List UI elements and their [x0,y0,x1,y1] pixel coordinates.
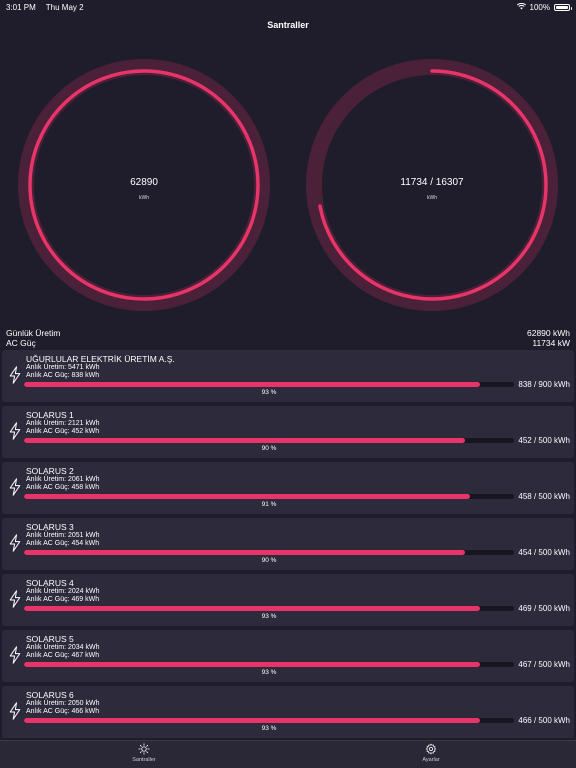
lightning-icon [9,702,21,725]
plant-ac-power: Anlık AC Güç: 469 kWh [26,596,100,603]
plant-card[interactable]: SOLARUS 1 Anlık Üretim: 2121 kWh Anlık AC … [2,406,574,458]
plant-total: 466 / 500 kWh [518,716,570,725]
lightning-icon [9,590,21,613]
plant-total: 458 / 500 kWh [518,492,570,501]
plant-total: 467 / 500 kWh [518,660,570,669]
plant-ac-power: Anlık AC Güç: 466 kWh [26,708,100,715]
plant-instant-production: Anlık Üretim: 2050 kWh [26,700,100,707]
plant-instant-production: Anlık Üretim: 2061 kWh [26,476,100,483]
tab-santraller[interactable]: Santraller [114,743,174,763]
plant-total: 838 / 900 kWh [518,380,570,389]
plant-ac-power: Anlık AC Güç: 454 kWh [26,540,100,547]
plant-progress-fill [24,718,480,723]
battery-icon [554,3,572,11]
gauge-unit: kWh [427,195,437,201]
plant-progress-track [24,662,514,667]
plant-card[interactable]: SOLARUS 2 Anlık Üretim: 2061 kWh Anlık AC … [2,462,574,514]
plant-total: 454 / 500 kWh [518,548,570,557]
plant-percent: 93 % [261,669,277,676]
sun-icon [138,743,150,755]
gauge-value: 11734 / 16307 [400,177,464,188]
lightning-icon [9,422,21,445]
tab-ayarlar[interactable]: Ayarlar [401,743,461,763]
summary-value: 11734 kW [532,338,570,348]
plant-progress-track [24,606,514,611]
plant-progress-fill [24,382,480,387]
plant-progress-fill [24,662,480,667]
plant-card[interactable]: SOLARUS 4 Anlık Üretim: 2024 kWh Anlık AC … [2,574,574,626]
status-bar: 3:01 PM Thu May 2 100% [0,0,576,14]
gauge-progress-arc [316,69,548,301]
plant-progress-fill [24,438,465,443]
summary-value: 62890 kWh [527,328,570,338]
plant-percent: 90 % [261,557,277,564]
plant-card[interactable]: SOLARUS 3 Anlık Üretim: 2051 kWh Anlık AC … [2,518,574,570]
lightning-icon [9,366,21,389]
summary-label: Günlük Üretim [6,328,61,338]
page-title: Santraller [267,20,309,30]
plant-ac-power: Anlık AC Güç: 452 kWh [26,428,100,435]
plant-percent: 93 % [261,613,277,620]
battery-percent: 100% [529,2,550,12]
gauge-unit: kWh [139,195,149,201]
lightning-icon [9,534,21,557]
gauge-value: 62890 [130,177,158,188]
plant-progress-track [24,382,514,387]
plant-ac-power: Anlık AC Güç: 467 kWh [26,652,100,659]
plant-name: SOLARUS 4 [26,578,74,588]
status-time: 3:01 PM [6,2,36,12]
plant-name: SOLARUS 2 [26,466,74,476]
lightning-icon [9,478,21,501]
plant-instant-production: Anlık Üretim: 2121 kWh [26,420,100,427]
daily-production-gauge: 62890 kWh [14,55,274,315]
plant-percent: 93 % [261,725,277,732]
tab-bar: Santraller Ayarlar [0,740,576,768]
plant-instant-production: Anlık Üretim: 2034 kWh [26,644,100,651]
plant-name: SOLARUS 5 [26,634,74,644]
plant-percent: 90 % [261,445,277,452]
plant-name: UĞURLULAR ELEKTRİK ÜRETİM A.Ş. [26,354,175,364]
summary-ac-power: AC Güç 11734 kW [6,338,570,348]
summary-daily-production: Günlük Üretim 62890 kWh [6,328,570,338]
wifi-icon [516,2,526,12]
plant-name: SOLARUS 3 [26,522,74,532]
plant-progress-track [24,494,514,499]
tab-label: Ayarlar [422,757,440,763]
summary-label: AC Güç [6,338,36,348]
plant-instant-production: Anlık Üretim: 2024 kWh [26,588,100,595]
plant-total: 469 / 500 kWh [518,604,570,613]
plant-percent: 93 % [261,389,277,396]
gauge-progress-arc [28,69,260,301]
gear-icon [425,743,437,755]
plant-name: SOLARUS 1 [26,410,74,420]
plant-total: 452 / 500 kWh [518,436,570,445]
plant-card[interactable]: UĞURLULAR ELEKTRİK ÜRETİM A.Ş. Anlık Üret… [2,350,574,402]
plant-card[interactable]: SOLARUS 5 Anlık Üretim: 2034 kWh Anlık AC … [2,630,574,682]
plant-card[interactable]: SOLARUS 6 Anlık Üretim: 2050 kWh Anlık AC … [2,686,574,738]
plant-progress-fill [24,606,480,611]
plant-progress-fill [24,550,465,555]
plant-instant-production: Anlık Üretim: 2051 kWh [26,532,100,539]
plant-progress-track [24,718,514,723]
plant-percent: 91 % [261,501,277,508]
plant-progress-track [24,550,514,555]
plant-instant-production: Anlık Üretim: 5471 kWh [26,364,100,371]
plant-progress-fill [24,494,470,499]
plant-ac-power: Anlık AC Güç: 838 kWh [26,372,100,379]
ac-power-gauge: 11734 / 16307 kWh [302,55,562,315]
plant-name: SOLARUS 6 [26,690,74,700]
lightning-icon [9,646,21,669]
status-date: Thu May 2 [45,2,84,12]
plant-ac-power: Anlık AC Güç: 458 kWh [26,484,100,491]
tab-label: Santraller [132,757,156,763]
plant-progress-track [24,438,514,443]
